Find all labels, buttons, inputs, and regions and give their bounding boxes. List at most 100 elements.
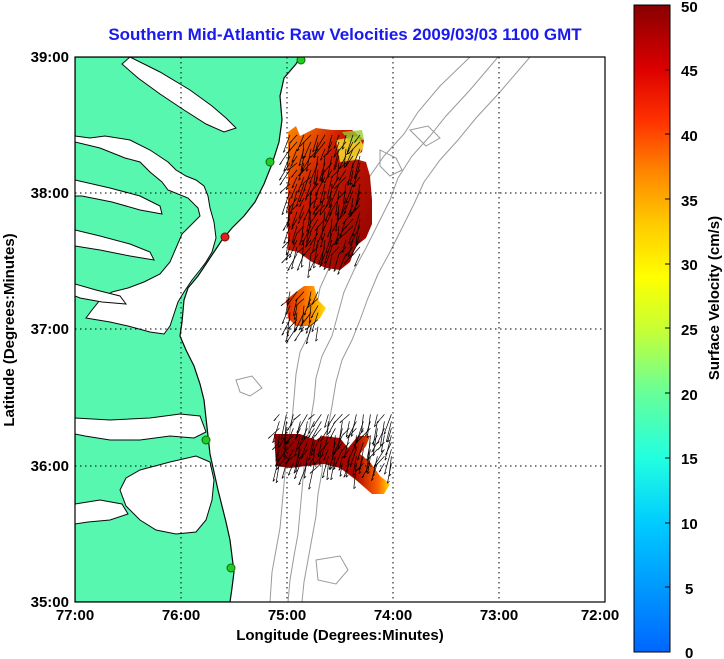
velocity-vector-head (282, 228, 286, 231)
velocity-vector-head (339, 233, 342, 237)
velocity-vector (349, 169, 354, 185)
velocity-vector (300, 312, 312, 327)
velocity-vector-head (306, 168, 309, 172)
velocity-vector-head (377, 441, 380, 444)
velocity-vector-head (300, 455, 304, 459)
velocity-vector (306, 183, 319, 198)
tributary-lower (75, 283, 128, 305)
velocity-vector-head (329, 239, 332, 243)
velocity-vector-head (283, 169, 286, 172)
velocity-vector (339, 225, 347, 237)
velocity-vector-head (312, 211, 316, 215)
velocity-vector-head (311, 436, 314, 440)
y-tick-label: 39:00 (31, 49, 69, 66)
velocity-vector (328, 197, 340, 216)
velocity-vector-head (297, 173, 301, 177)
velocity-vector-head (275, 480, 279, 483)
y-tick-labels: 39:00 38:00 37:00 36:00 35:00 (31, 49, 69, 611)
velocity-vector-head (299, 199, 302, 203)
velocity-vector-head (291, 175, 294, 178)
velocity-vector (320, 169, 326, 182)
velocity-vector (298, 232, 305, 246)
station-markers (201, 57, 306, 573)
colorbar-tick-label: 5 (685, 581, 693, 598)
velocity-vector-head (289, 209, 293, 213)
velocity-vector-head (352, 253, 355, 256)
station-marker (296, 57, 306, 65)
velocity-vector-head (328, 213, 332, 216)
velocity-vector (355, 232, 361, 247)
velocity-vector-head (326, 152, 329, 156)
velocity-vectors (268, 134, 392, 490)
velocity-vector-head (309, 243, 312, 246)
velocity-vector (281, 305, 291, 324)
velocity-vector-head (317, 452, 320, 456)
delaware-bay (121, 57, 237, 133)
velocity-vector-head (380, 450, 384, 453)
velocity-vector-head (308, 417, 311, 420)
velocity-vector-head (308, 431, 311, 434)
velocity-vector (314, 176, 326, 196)
velocity-vector-head (286, 428, 290, 431)
velocity-vector-head (345, 164, 348, 168)
velocity-vector-head (349, 214, 353, 218)
velocity-vector-head (350, 462, 353, 466)
velocity-vector-head (297, 221, 301, 224)
velocity-vector (341, 134, 347, 150)
velocity-vector-head (301, 169, 304, 172)
velocity-vector-head (323, 267, 327, 271)
velocity-vector (376, 428, 385, 444)
x-tick-label: 75:00 (268, 607, 306, 624)
x-tick-label: 74:00 (374, 607, 412, 624)
velocity-vector-head (319, 178, 322, 181)
velocity-vector (304, 183, 312, 201)
velocity-vector-head (304, 197, 308, 201)
velocity-vector-head (290, 227, 294, 230)
velocity-vector (281, 190, 291, 215)
velocity-vector-head (294, 437, 298, 440)
map-title: Southern Mid-Atlantic Raw Velocities 200… (108, 25, 582, 44)
velocity-vector-head (286, 187, 289, 191)
velocity-vector (286, 291, 298, 306)
velocity-vector-head (388, 473, 392, 477)
velocity-vector (339, 204, 347, 218)
velocity-vector-head (344, 455, 347, 459)
velocity-vector (366, 442, 371, 461)
velocity-vector-head (358, 467, 362, 471)
velocity-vector-head (280, 303, 284, 307)
velocity-vector (352, 456, 357, 476)
velocity-vector-head (314, 213, 317, 216)
velocity-vector (307, 291, 312, 306)
velocity-vector-head (325, 250, 328, 254)
velocity-vector-head (371, 449, 374, 453)
velocity-vector (343, 190, 354, 214)
velocity-vector (348, 232, 354, 244)
velocity-vector (337, 253, 347, 275)
velocity-vector-head (310, 315, 314, 319)
velocity-vector (316, 225, 326, 247)
velocity-vector (289, 414, 294, 427)
velocity-vector-head (309, 471, 313, 474)
velocity-vector (333, 449, 343, 470)
velocity-vector (331, 176, 340, 189)
velocity-vector-head (288, 167, 291, 171)
velocity-vector (318, 246, 326, 265)
x-axis-label: Longitude (Degrees:Minutes) (236, 627, 444, 644)
velocity-vector-head (305, 341, 309, 345)
velocity-vector (288, 239, 298, 258)
velocity-vector-head (339, 474, 343, 477)
velocity-vector (301, 141, 305, 159)
velocity-vector-head (301, 329, 304, 333)
velocity-vector (293, 449, 301, 474)
velocity-vector-head (285, 339, 288, 343)
velocity-vector (310, 305, 319, 319)
y-axis-label: Latitude (Degrees:Minutes) (1, 233, 18, 426)
velocity-vector (349, 239, 361, 259)
velocity-vector (286, 449, 294, 463)
velocity-vector-head (357, 457, 360, 461)
velocity-vector-head (308, 464, 311, 467)
velocity-vector-head (301, 239, 304, 243)
velocity-vector-head (272, 440, 275, 444)
velocity-vector (345, 148, 354, 165)
colorbar-tick-label: 20 (681, 387, 698, 404)
